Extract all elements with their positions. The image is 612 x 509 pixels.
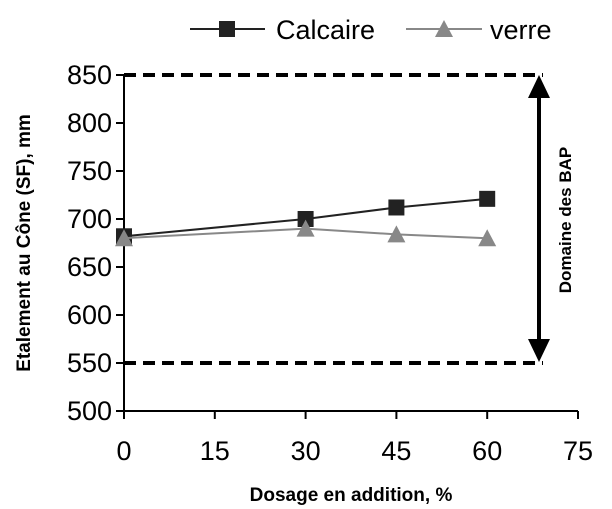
- legend-calcaire-label: Calcaire: [276, 15, 375, 45]
- data-point-verre: [478, 229, 497, 247]
- legend-verre-marker: [435, 20, 453, 37]
- domain-arrow-head-up: [528, 75, 550, 98]
- data-point-verre: [296, 219, 315, 237]
- reference-lines: [124, 73, 543, 365]
- domain-arrow: Domaine des BAP: [528, 75, 575, 362]
- x-axis-title: Dosage en addition, %: [250, 485, 453, 506]
- y-tick-label: 500: [67, 396, 112, 426]
- legend-calcaire-marker: [219, 21, 235, 37]
- y-tick-label: 700: [67, 204, 112, 234]
- data-point-verre: [115, 229, 133, 247]
- legend: Calcaire verre: [190, 15, 552, 45]
- data-point-calcaire: [388, 199, 405, 216]
- x-tick-label: 60: [472, 436, 502, 466]
- legend-verre-label: verre: [490, 15, 552, 45]
- y-tick-label: 650: [67, 252, 112, 282]
- y-axis-title: Etalement au Cône (SF), mm: [14, 114, 35, 372]
- domain-label: Domaine des BAP: [556, 147, 575, 293]
- x-tick-label: 0: [116, 436, 131, 466]
- y-tick-label: 750: [67, 156, 112, 186]
- y-ticks: 500 550 600 650 700 750 800 850: [67, 60, 124, 426]
- x-tick-label: 15: [200, 436, 230, 466]
- data-point-verre: [387, 225, 406, 243]
- data-point-calcaire: [479, 190, 496, 207]
- x-tick-label: 30: [291, 436, 321, 466]
- legend-item-verre: verre: [406, 15, 552, 45]
- x-tick-label: 45: [381, 436, 411, 466]
- data-point-calcaire: [297, 211, 314, 227]
- y-tick-label: 600: [67, 300, 112, 330]
- y-tick-label: 800: [67, 108, 112, 138]
- series-verre: [115, 219, 497, 247]
- y-tick-label: 550: [67, 348, 112, 378]
- domain-arrow-head-down: [528, 339, 550, 362]
- series-line-verre: [123, 227, 488, 240]
- x-tick-label: 75: [563, 436, 593, 466]
- series-calcaire: [116, 190, 496, 245]
- y-tick-label: 850: [67, 60, 112, 90]
- axes: [123, 75, 578, 412]
- series-layer: [115, 190, 497, 247]
- series-line-calcaire: [123, 197, 488, 238]
- x-ticks: 0 15 30 45 60 75: [116, 411, 593, 466]
- legend-item-calcaire: Calcaire: [190, 15, 375, 45]
